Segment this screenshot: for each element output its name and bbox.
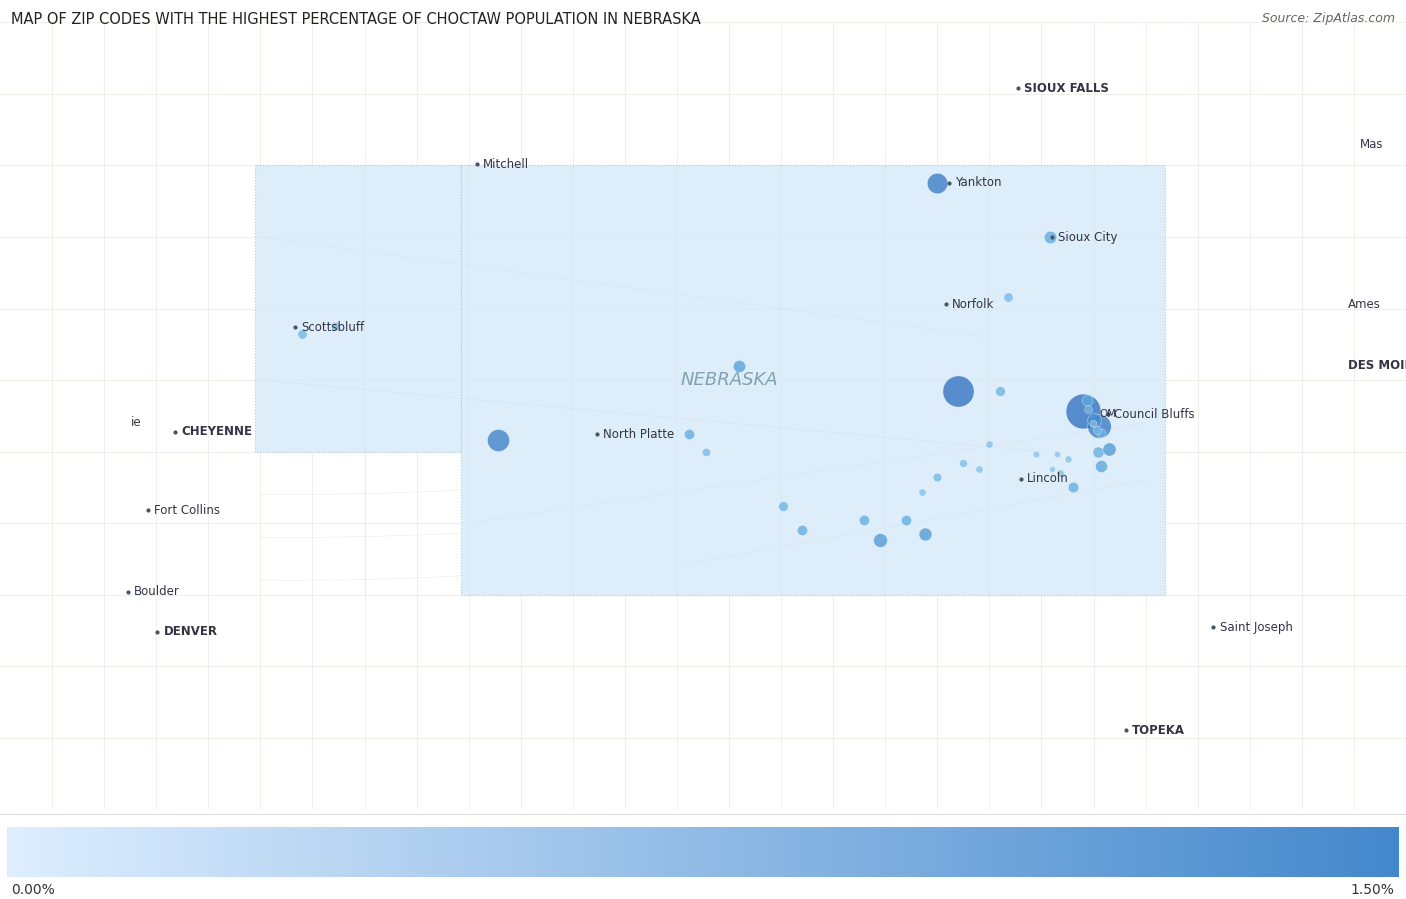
- Point: [853, 513, 876, 528]
- Text: North Platte: North Platte: [603, 428, 675, 441]
- Polygon shape: [461, 165, 1166, 594]
- Point: [728, 359, 751, 373]
- Text: 0.00%: 0.00%: [11, 883, 55, 897]
- Point: [1090, 458, 1112, 473]
- Text: Mitchell: Mitchell: [484, 157, 530, 171]
- Text: 1.50%: 1.50%: [1351, 883, 1395, 897]
- Point: [772, 499, 794, 513]
- Text: Boulder: Boulder: [135, 585, 180, 598]
- Point: [988, 384, 1011, 398]
- Point: [1040, 461, 1063, 476]
- Point: [1056, 451, 1078, 466]
- Text: Yankton: Yankton: [955, 176, 1001, 189]
- Point: [914, 528, 936, 542]
- Point: [979, 437, 1001, 451]
- Point: [291, 327, 314, 342]
- Point: [1076, 393, 1098, 407]
- Text: DENVER: DENVER: [163, 625, 218, 638]
- Point: [894, 513, 917, 528]
- Text: NEBRASKA: NEBRASKA: [681, 371, 778, 389]
- Text: Fort Collins: Fort Collins: [155, 503, 221, 517]
- Point: [695, 444, 717, 458]
- Text: Council Bluffs: Council Bluffs: [1115, 408, 1195, 421]
- Text: CHEYENNE: CHEYENNE: [181, 425, 252, 438]
- Point: [325, 318, 347, 333]
- Text: Lincoln: Lincoln: [1026, 472, 1069, 485]
- Text: Source: ZipAtlas.com: Source: ZipAtlas.com: [1261, 12, 1395, 24]
- Text: SIOUX FALLS: SIOUX FALLS: [1024, 82, 1109, 94]
- Point: [1090, 426, 1112, 441]
- Point: [678, 427, 700, 441]
- Point: [1083, 413, 1105, 427]
- Text: ie: ie: [131, 416, 142, 430]
- Point: [1087, 419, 1109, 433]
- Point: [927, 175, 949, 190]
- Point: [927, 470, 949, 485]
- Point: [790, 523, 813, 538]
- Point: [1039, 230, 1062, 245]
- Polygon shape: [254, 165, 461, 451]
- Text: Saint Joseph: Saint Joseph: [1219, 621, 1292, 634]
- Point: [1098, 441, 1121, 456]
- Point: [1046, 447, 1069, 461]
- Text: Sioux City: Sioux City: [1059, 230, 1118, 244]
- Point: [946, 384, 969, 398]
- Text: Scottsbluff: Scottsbluff: [301, 321, 364, 334]
- Point: [1071, 405, 1094, 419]
- Point: [967, 461, 990, 476]
- Point: [911, 485, 934, 499]
- Text: OM: OM: [1099, 409, 1116, 419]
- Point: [1085, 423, 1108, 437]
- Text: DES MOINES: DES MOINES: [1348, 360, 1406, 372]
- Point: [1077, 402, 1099, 416]
- Text: Norfolk: Norfolk: [952, 298, 994, 311]
- Text: Ames: Ames: [1348, 298, 1381, 311]
- Point: [1062, 480, 1084, 494]
- Point: [952, 456, 974, 470]
- Point: [869, 533, 891, 547]
- Point: [1087, 444, 1109, 458]
- Point: [1081, 415, 1104, 430]
- Text: Mas: Mas: [1360, 138, 1384, 150]
- Text: TOPEKA: TOPEKA: [1132, 724, 1185, 737]
- Text: MAP OF ZIP CODES WITH THE HIGHEST PERCENTAGE OF CHOCTAW POPULATION IN NEBRASKA: MAP OF ZIP CODES WITH THE HIGHEST PERCEN…: [11, 12, 702, 27]
- Point: [1049, 466, 1071, 480]
- Point: [1025, 447, 1047, 461]
- Point: [997, 289, 1019, 304]
- Point: [486, 433, 509, 448]
